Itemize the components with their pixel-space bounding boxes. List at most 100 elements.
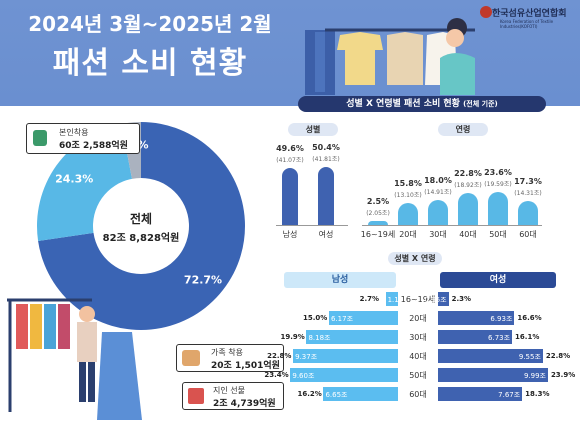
donut-slice	[38, 122, 246, 330]
male-amount-label: 6.17조	[331, 315, 354, 323]
donut-slice-label: 72.7%	[184, 274, 222, 287]
person-icon	[33, 130, 47, 146]
donut-center: 전체 82조 8,828억원	[100, 210, 182, 244]
category-label: 40대	[409, 352, 427, 361]
bar-amount-label: (18.92조)	[454, 182, 482, 190]
category-label: 20대	[409, 314, 427, 323]
gender-age-chart: 1.10조 2.7% 16~19세 0.95조 2.3% 6.17조 15.0% 20대 6.9…	[264, 292, 575, 412]
female-amount-label: 9.55조	[518, 353, 541, 361]
female-amount-label: 7.67조	[498, 391, 521, 399]
tab-age: 연령	[438, 123, 488, 136]
category-label: 30대	[409, 333, 427, 342]
category-label: 남성	[282, 230, 298, 239]
category-label: 30대	[429, 230, 447, 239]
male-bar	[306, 330, 398, 344]
female-amount-label: 0.95조	[424, 296, 447, 304]
bar-value-label: 23.6%	[484, 167, 512, 177]
male-amount-label: 8.18조	[308, 334, 331, 342]
category-label: 60대	[409, 390, 427, 399]
clothes-rack-illustration-icon	[7, 298, 142, 420]
baseline	[276, 225, 348, 226]
org-subtitle: Korea Federation of Textile Industries(K…	[500, 19, 554, 29]
female-percent-label: 18.3%	[525, 390, 550, 398]
bar-value-label: 2.5%	[366, 197, 390, 206]
female-percent-label: 23.9%	[550, 371, 576, 379]
female-header: 여성	[440, 272, 556, 288]
bar-amount-label: (14.91조)	[424, 188, 452, 196]
page-title: 패션 소비 현황	[52, 46, 248, 81]
gift-icon	[188, 388, 204, 404]
female-percent-label: 2.3%	[451, 295, 471, 303]
male-percent-label: 23.4%	[264, 371, 289, 379]
callout-family-label: 가족 착용	[211, 348, 243, 357]
male-bar	[385, 292, 398, 306]
male-percent-label: 2.7%	[359, 295, 379, 303]
bar-amount-label: (2.05조)	[366, 210, 390, 217]
category-label: 16~19세	[360, 230, 396, 239]
female-bar	[438, 387, 523, 401]
female-bar	[438, 368, 548, 382]
right-panel-title: 성별 X 연령별 패션 소비 현황 (전체 기준)	[298, 96, 546, 112]
callout-family: 가족 착용 20조 1,501억원	[176, 344, 284, 372]
bar-value-label: 50.4%	[312, 143, 340, 153]
bar-amount-label: (19.59조)	[484, 180, 512, 188]
bar	[368, 221, 388, 225]
bar	[398, 202, 418, 225]
category-label: 50대	[409, 371, 427, 380]
family-icon	[182, 350, 200, 366]
male-bar	[293, 349, 398, 363]
bar-amount-label: (14.31조)	[514, 189, 542, 197]
callout-family-value: 20조 1,501억원	[211, 361, 280, 371]
callout-gift-label: 지인 선물	[213, 386, 245, 395]
category-label: 60대	[519, 230, 537, 239]
male-amount-label: 9.60조	[292, 372, 315, 380]
female-header-label: 여성	[489, 275, 507, 285]
male-percent-label: 19.9%	[280, 333, 305, 341]
tab-gender-age: 성별 X 연령	[388, 252, 442, 265]
callout-gift-value: 2조 4,739억원	[213, 399, 276, 409]
male-header: 남성	[284, 272, 396, 288]
gender-chart: 49.6% (41.07조) 남성 50.4% (41.81조) 여성	[264, 140, 364, 245]
female-bar	[438, 292, 449, 306]
bar-amount-label: (41.07조)	[276, 156, 304, 164]
shopper-illustration-icon	[305, 18, 475, 95]
female-percent-label: 22.8%	[545, 352, 571, 360]
bar-value-label: 15.8%	[394, 178, 422, 188]
female-amount-label: 6.93조	[490, 315, 513, 323]
tab-gender: 성별	[288, 123, 338, 136]
org-name: 한국섬유산업연합회	[492, 9, 567, 19]
bar-value-label: 49.6%	[276, 143, 304, 153]
bar	[428, 199, 448, 225]
category-label: 16~19세	[400, 295, 436, 304]
bar-amount-label: (13.10조)	[394, 191, 422, 199]
female-amount-label: 6.73조	[488, 334, 511, 342]
male-bar	[329, 311, 398, 325]
title-period: 2024년 3월~2025년 2월	[28, 12, 272, 36]
bar	[318, 167, 334, 225]
category-label: 20대	[399, 230, 417, 239]
category-label: 50대	[489, 230, 507, 239]
right-panel-title-note: (전체 기준)	[463, 100, 498, 108]
category-label: 여성	[318, 230, 334, 239]
male-amount-label: 1.10조	[387, 296, 410, 304]
female-bar	[438, 330, 513, 344]
female-amount-label: 9.99조	[523, 372, 546, 380]
donut-hole	[95, 180, 187, 272]
donut-center-value: 82조 8,828억원	[102, 233, 180, 244]
donut-center-label: 전체	[129, 212, 153, 226]
male-percent-label: 15.0%	[303, 314, 328, 322]
bar	[458, 193, 478, 225]
age-chart: 2.5% (2.05조) 16~19세 15.8% (13.10조) 20대 18.0% (1…	[361, 140, 562, 245]
bar-value-label: 18.0%	[424, 175, 452, 185]
female-percent-label: 16.6%	[517, 314, 542, 322]
male-amount-label: 9.37조	[295, 353, 318, 361]
male-amount-label: 6.65조	[325, 391, 348, 399]
female-bar	[438, 349, 543, 363]
male-bar	[323, 387, 398, 401]
callout-self-label: 본인착용	[59, 128, 89, 137]
bar-amount-label: (41.81조)	[312, 156, 340, 164]
callout-self-value: 60조 2,588억원	[59, 141, 128, 151]
male-percent-label: 22.8%	[267, 352, 292, 360]
right-panel-title-text: 성별 X 연령별 패션 소비 현황	[346, 99, 460, 109]
